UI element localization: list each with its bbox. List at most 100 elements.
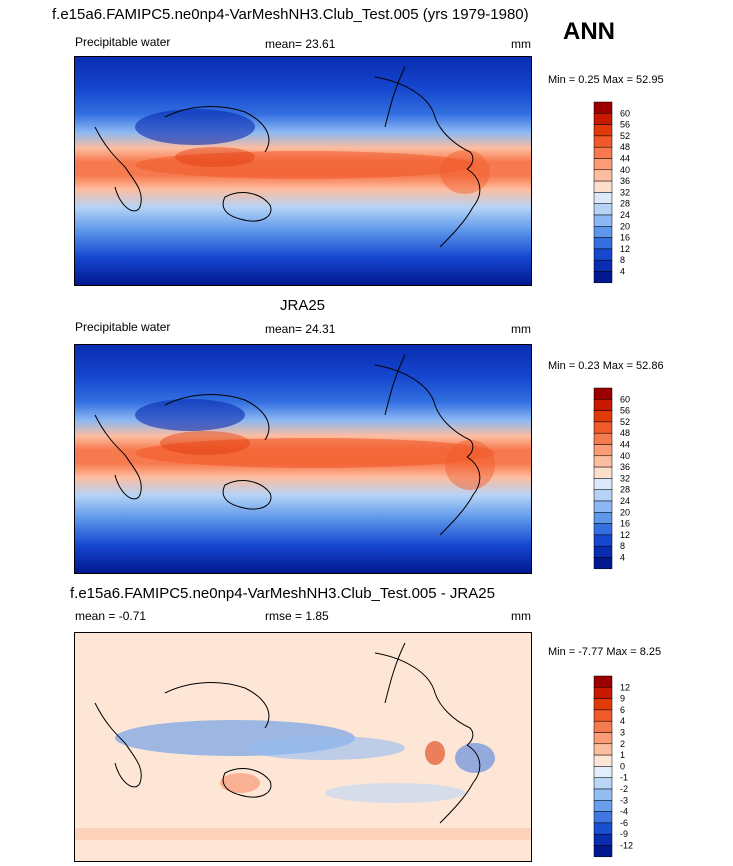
colorbar-swatch: [593, 777, 613, 790]
colorbar-tick-label: 24: [620, 210, 630, 220]
colorbar-tick-label: -6: [620, 818, 628, 828]
colorbar-swatch: [593, 675, 613, 688]
colorbar-tick-label: 12: [620, 682, 630, 692]
panel2-variable-label: Precipitable water: [75, 320, 171, 334]
colorbar-swatch: [593, 478, 613, 490]
colorbar-tick-label: 8: [620, 541, 625, 551]
colorbar-tick-label: 44: [620, 440, 630, 450]
colorbar-swatch: [593, 743, 613, 756]
colorbar-swatch: [593, 399, 613, 411]
colorbar-tick-label: 36: [620, 176, 630, 186]
panel2-units-label: mm: [511, 322, 531, 336]
colorbar-swatch: [593, 455, 613, 468]
colorbar-tick-label: 40: [620, 165, 630, 175]
colorbar-tick-label: -3: [620, 795, 628, 805]
panel2-mean-label: mean= 24.31: [265, 322, 336, 336]
colorbar-swatch: [593, 822, 613, 835]
panel1-map-field: [75, 57, 531, 285]
colorbar-tick-label: -2: [620, 784, 628, 794]
colorbar-swatch: [593, 720, 613, 733]
colorbar-swatch: [593, 124, 613, 137]
colorbar-tick-label: -4: [620, 807, 628, 817]
colorbar-swatch: [593, 754, 613, 767]
colorbar-tick-label: -9: [620, 829, 628, 839]
colorbar-swatch: [593, 698, 613, 711]
colorbar-tick-label: 16: [620, 233, 630, 243]
colorbar-tick-label: 4: [620, 553, 625, 563]
colorbar-swatch: [593, 557, 613, 570]
colorbar-swatch: [593, 135, 613, 148]
panel2-map-field: [75, 345, 531, 573]
colorbar-swatch: [593, 545, 613, 558]
colorbar-swatch: [593, 248, 613, 261]
panel3-colorbar: 12 9 6 4 3 2 1 0 -1 -2 -3 -4 -6 -9 -12: [593, 675, 674, 858]
colorbar-tick-label: 40: [620, 451, 630, 461]
colorbar-tick-label: 52: [620, 417, 630, 427]
colorbar-swatch: [593, 833, 613, 846]
colorbar-swatch: [593, 146, 613, 159]
colorbar-tick-label: 2: [620, 739, 625, 749]
colorbar-swatch: [593, 410, 613, 423]
colorbar-swatch: [593, 169, 613, 182]
colorbar-tick-label: 60: [620, 108, 630, 118]
colorbar-swatch: [593, 788, 613, 801]
panel1-title: f.e15a6.FAMIPC5.ne0np4-VarMeshNH3.Club_T…: [52, 6, 529, 23]
colorbar-swatch: [593, 192, 613, 204]
colorbar-swatch: [593, 101, 613, 114]
panel3-title: f.e15a6.FAMIPC5.ne0np4-VarMeshNH3.Club_T…: [70, 585, 495, 602]
colorbar-tick-label: 24: [620, 496, 630, 506]
panel1-map: [74, 56, 532, 286]
colorbar-swatch: [593, 523, 613, 536]
colorbar-swatch: [593, 203, 613, 216]
colorbar-tick-label: 16: [620, 519, 630, 529]
colorbar-tick-label: 48: [620, 142, 630, 152]
colorbar-tick-label: 3: [620, 728, 625, 738]
colorbar-tick-label: 56: [620, 406, 630, 416]
colorbar-tick-label: 4: [620, 267, 625, 277]
season-label: ANN: [563, 18, 615, 45]
colorbar-swatch: [593, 811, 613, 824]
panel3-map-field: [75, 633, 531, 861]
panel1-variable-label: Precipitable water: [75, 35, 171, 49]
colorbar-tick-label: 36: [620, 462, 630, 472]
colorbar-tick-label: 28: [620, 199, 630, 209]
panel1-minmax-label: Min = 0.25 Max = 52.95: [548, 74, 664, 86]
colorbar-swatch: [593, 845, 613, 858]
colorbar-tick-label: 9: [620, 694, 625, 704]
colorbar-swatch: [593, 800, 613, 812]
panel1-units-label: mm: [511, 37, 531, 51]
colorbar-tick-label: 32: [620, 473, 630, 483]
colorbar-swatch: [593, 709, 613, 722]
colorbar-tick-label: 56: [620, 120, 630, 130]
colorbar-tick-label: 44: [620, 154, 630, 164]
colorbar-swatch: [593, 214, 613, 227]
colorbar-tick-label: 52: [620, 131, 630, 141]
panel2-map: [74, 344, 532, 574]
panel2-title: JRA25: [280, 297, 326, 314]
panel1-mean-label: mean= 23.61: [265, 37, 336, 51]
colorbar-tick-label: 12: [620, 244, 630, 254]
colorbar-tick-label: -12: [620, 841, 633, 851]
colorbar-swatch: [593, 466, 613, 479]
panel2-minmax-label: Min = 0.23 Max = 52.86: [548, 360, 664, 372]
colorbar-tick-label: 20: [620, 507, 630, 517]
colorbar-swatch: [593, 113, 613, 125]
panel1-colorbar: 60 56 52 48 44 40 36 32 28 24 20 16 12 8 4: [593, 101, 674, 284]
colorbar-swatch: [593, 512, 613, 524]
colorbar-swatch: [593, 387, 613, 400]
colorbar-tick-label: -1: [620, 773, 628, 783]
colorbar-swatch: [593, 421, 613, 434]
colorbar-tick-label: 60: [620, 394, 630, 404]
colorbar-tick-label: 1: [620, 750, 625, 760]
panel3-units-label: mm: [511, 609, 531, 623]
colorbar-swatch: [593, 158, 613, 171]
colorbar-swatch: [593, 180, 613, 193]
colorbar-tick-label: 32: [620, 187, 630, 197]
colorbar-swatch: [593, 732, 613, 745]
colorbar-swatch: [593, 259, 613, 272]
colorbar-swatch: [593, 444, 613, 457]
colorbar-swatch: [593, 271, 613, 284]
